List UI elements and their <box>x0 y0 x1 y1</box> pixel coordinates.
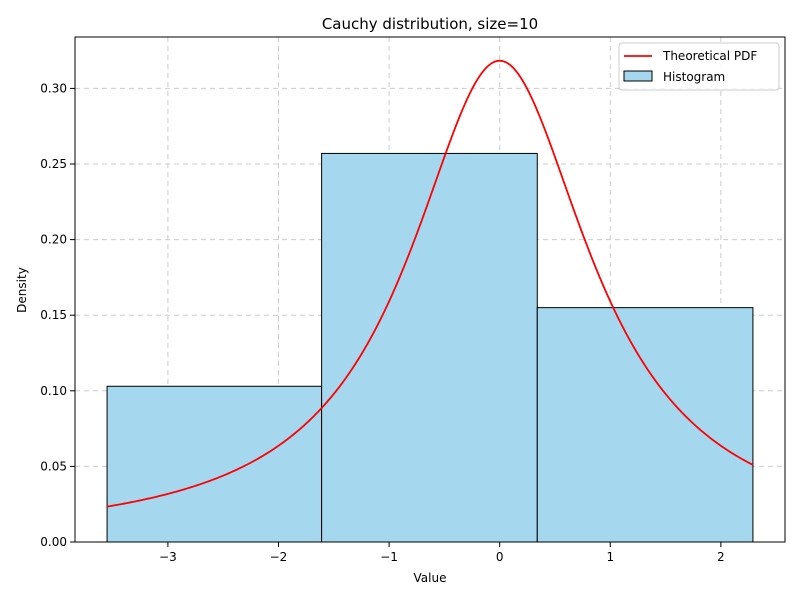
legend-box <box>618 42 780 91</box>
x-tick-label: −2 <box>270 550 288 564</box>
y-axis-label: Density <box>15 267 29 313</box>
y-axis-ticks: 0.00 0.05 0.10 0.15 0.20 0.25 0.30 <box>40 81 75 549</box>
y-tick-label: 0.25 <box>40 157 67 171</box>
x-tick-label: 2 <box>717 550 725 564</box>
histogram-bar <box>536 307 754 543</box>
y-tick-label: 0.15 <box>40 308 67 322</box>
legend-histogram-swatch <box>623 70 653 82</box>
legend: Theoretical PDF Histogram <box>618 42 780 91</box>
y-tick-label: 0.05 <box>40 459 67 473</box>
histogram-bar <box>321 152 538 543</box>
histogram-bars <box>106 152 754 543</box>
x-axis-ticks: −3 −2 −1 0 1 2 <box>159 542 725 564</box>
y-tick-label: 0.20 <box>40 233 67 247</box>
histogram-bar <box>106 385 323 543</box>
y-tick-label: 0.10 <box>40 384 67 398</box>
legend-pdf-label: Theoretical PDF <box>662 49 757 63</box>
legend-histogram-label: Histogram <box>663 70 725 84</box>
y-tick-label: 0.00 <box>40 535 67 549</box>
x-tick-label: 0 <box>496 550 504 564</box>
x-tick-label: −3 <box>159 550 177 564</box>
pdf-line <box>106 59 754 508</box>
y-tick-label: 0.30 <box>40 81 67 95</box>
x-tick-label: 1 <box>606 550 614 564</box>
plot-frame <box>74 36 786 543</box>
x-axis-label: Value <box>414 571 447 585</box>
chart-title: Cauchy distribution, size=10 <box>322 15 538 33</box>
pdf-line-group <box>106 59 754 508</box>
x-tick-label: −1 <box>380 550 398 564</box>
